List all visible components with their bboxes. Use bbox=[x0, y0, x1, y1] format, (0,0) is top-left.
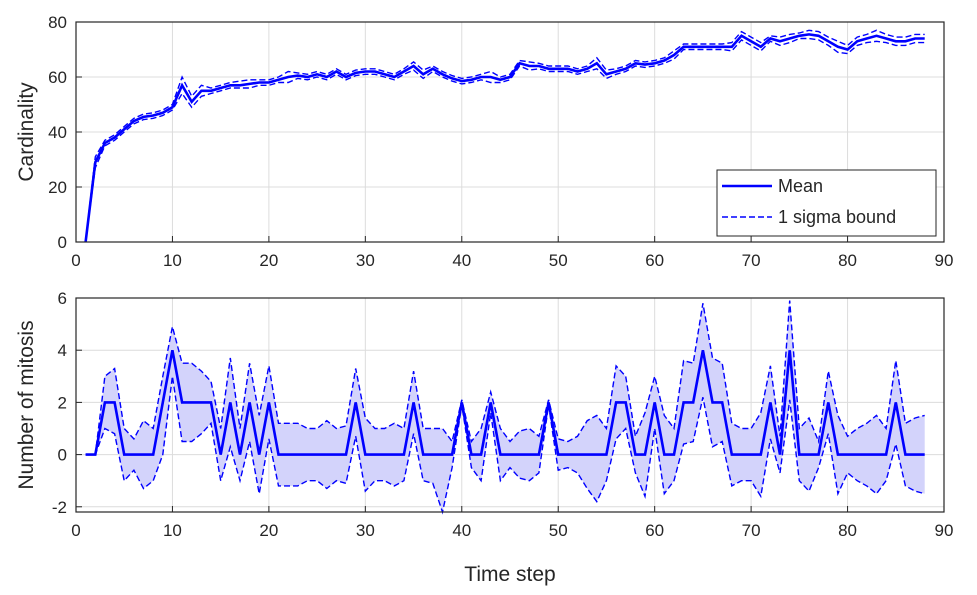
mitosis-y-tick-label: 6 bbox=[58, 289, 67, 308]
cardinality-y-tick-label: 40 bbox=[48, 123, 67, 142]
cardinality-y-tick-label: 80 bbox=[48, 13, 67, 32]
legend-sigma-label: 1 sigma bound bbox=[778, 207, 896, 227]
cardinality-y-tick-label: 0 bbox=[58, 233, 67, 252]
mitosis-mean-line bbox=[85, 349, 925, 456]
mitosis-x-tick-label: 80 bbox=[838, 521, 857, 540]
mitosis-x-tick-label: 10 bbox=[163, 521, 182, 540]
cardinality-y-tick-label: 60 bbox=[48, 68, 67, 87]
mitosis-x-tick-label: 30 bbox=[356, 521, 375, 540]
mitosis-series bbox=[85, 300, 925, 515]
legend-mean-label: Mean bbox=[778, 176, 823, 196]
mitosis-x-tick-label: 40 bbox=[452, 521, 471, 540]
mitosis-x-tick-label: 60 bbox=[645, 521, 664, 540]
cardinality-lower-sigma-line bbox=[84, 37, 925, 243]
cardinality-x-tick-label: 30 bbox=[356, 251, 375, 270]
cardinality-series bbox=[84, 29, 925, 243]
mitosis-x-tick-label: 50 bbox=[549, 521, 568, 540]
cardinality-x-tick-label: 50 bbox=[549, 251, 568, 270]
mitosis-y-tick-label: 4 bbox=[58, 341, 67, 360]
cardinality-x-tick-label: 70 bbox=[742, 251, 761, 270]
cardinality-x-tick-label: 0 bbox=[71, 251, 80, 270]
mitosis-upper-sigma-line bbox=[85, 300, 925, 456]
legend: Mean 1 sigma bound bbox=[716, 169, 937, 237]
cardinality-upper-sigma-line bbox=[84, 29, 925, 241]
mitosis-x-tick-label: 70 bbox=[742, 521, 761, 540]
mitosis-y-tick-label: 0 bbox=[58, 446, 67, 465]
mitosis-axes-frame bbox=[75, 297, 945, 513]
cardinality-x-tick-label: 40 bbox=[452, 251, 471, 270]
cardinality-x-tick-label: 10 bbox=[163, 251, 182, 270]
mitosis-x-tick-label: 20 bbox=[259, 521, 278, 540]
cardinality-x-tick-label: 90 bbox=[935, 251, 954, 270]
mitosis-x-tick-label: 90 bbox=[935, 521, 954, 540]
mitosis-lower-sigma-line bbox=[85, 376, 925, 515]
legend-box bbox=[716, 169, 937, 237]
x-axis-label: Time step bbox=[464, 563, 555, 586]
mitosis-y-tick-label: 2 bbox=[58, 393, 67, 412]
mitosis-y-tick-label: -2 bbox=[52, 498, 67, 517]
cardinality-mean-line bbox=[84, 33, 925, 243]
cardinality-x-tick-label: 60 bbox=[645, 251, 664, 270]
cardinality-y-tick-label: 20 bbox=[48, 178, 67, 197]
mitosis-y-axis-label: Number of mitosis bbox=[15, 320, 38, 489]
cardinality-x-tick-label: 80 bbox=[838, 251, 857, 270]
mitosis-sigma-band bbox=[85, 300, 925, 512]
cardinality-y-axis-label: Cardinality bbox=[15, 82, 38, 182]
cardinality-ticks: 0 10 20 30 40 50 60 70 80 90 0 20 40 60 80 bbox=[48, 13, 953, 270]
cardinality-panel: 0 10 20 30 40 50 60 70 80 90 0 20 40 60 80 Cardinality… bbox=[15, 13, 953, 270]
cardinality-x-tick-label: 20 bbox=[259, 251, 278, 270]
mitosis-x-tick-label: 0 bbox=[71, 521, 80, 540]
